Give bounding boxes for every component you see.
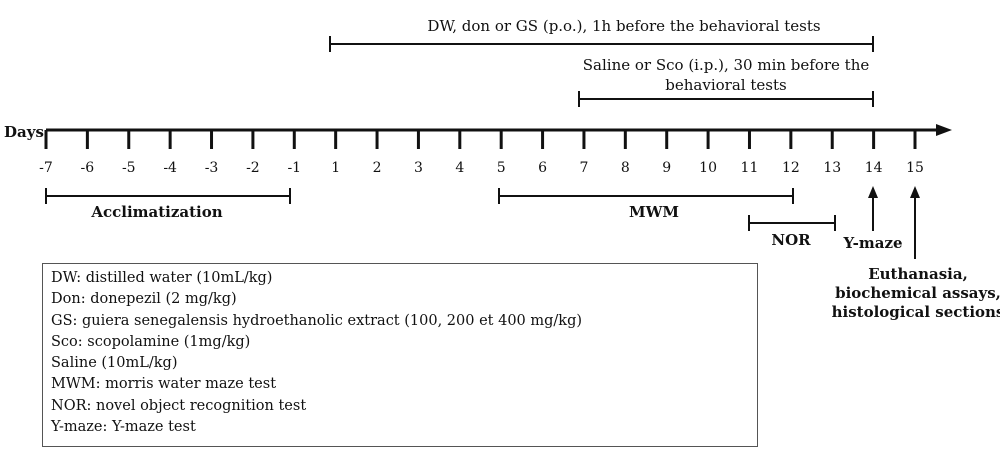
axis-tick-label: 15 — [906, 160, 924, 176]
abbreviation-legend: DW: distilled water (10mL/kg) Don: donep… — [42, 263, 758, 447]
axis-tick-label: 11 — [741, 160, 759, 176]
acclimatization-label: Acclimatization — [90, 203, 222, 221]
axis-tick-label: 12 — [782, 160, 800, 176]
axis-tick-label: 1 — [331, 160, 340, 176]
axis-tick-label: 2 — [373, 160, 382, 176]
axis-tick-label: 6 — [538, 160, 547, 176]
nor-label: NOR — [771, 231, 811, 249]
axis-tick-label: -2 — [246, 160, 260, 176]
period-mwm: MWM — [498, 188, 794, 221]
axis-tick-label: 7 — [579, 160, 588, 176]
up-arrow-icon — [868, 186, 878, 198]
period-nor: NOR — [748, 215, 836, 249]
treatment-dw-don-gs: DW, don or GS (p.o.), 1h before the beha… — [329, 17, 874, 52]
legend-item: DW: distilled water (10mL/kg) — [51, 270, 273, 286]
legend-item: MWM: morris water maze test — [51, 376, 277, 393]
legend-item: Sco: scopolamine (1mg/kg) — [51, 333, 251, 350]
legend-item: Saline (10mL/kg) — [51, 355, 178, 372]
axis-tick-label: 10 — [699, 160, 717, 176]
axis-label: Days — [4, 123, 44, 141]
treatment-sco-label-line2: behavioral tests — [665, 76, 786, 94]
axis-tick-label: -4 — [163, 160, 177, 176]
axis-tick-label: 9 — [662, 160, 671, 176]
axis-tick-label: -5 — [122, 160, 136, 176]
axis-tick-label: -7 — [39, 160, 53, 176]
axis-tick-label: 5 — [497, 160, 506, 176]
axis-tick-label: 13 — [823, 160, 841, 176]
legend-item: NOR: novel object recognition test — [51, 397, 307, 414]
legend-item: Y-maze: Y-maze test — [51, 419, 196, 436]
mwm-label: MWM — [629, 203, 679, 221]
legend-item: Don: donepezil (2 mg/kg) — [51, 291, 237, 308]
axis-tick-label: -1 — [287, 160, 301, 176]
axis-arrow-icon — [936, 124, 952, 136]
euthanasia-label-line2: biochemical assays, — [835, 284, 1000, 302]
marker-euthanasia: Euthanasia, biochemical assays, histolog… — [832, 186, 1000, 321]
axis-ticks: -7 -6 -5 -4 -3 -2 -1 1 2 3 4 5 6 7 8 9 10 11 12 13 14 15 — [39, 130, 924, 176]
euthanasia-label-line3: histological sections — [832, 303, 1000, 321]
axis-tick-label: -6 — [81, 160, 95, 176]
up-arrow-icon — [910, 186, 920, 198]
marker-y-maze: Y-maze — [842, 186, 903, 252]
treatment-sco-label-line1: Saline or Sco (i.p.), 30 min before the — [583, 56, 870, 74]
y-maze-label: Y-maze — [842, 234, 902, 252]
euthanasia-label-line1: Euthanasia, — [868, 265, 968, 283]
axis-tick-label: 14 — [865, 160, 883, 176]
axis-tick-label: 3 — [414, 160, 423, 176]
axis-tick-label: -3 — [205, 160, 219, 176]
legend-item: GS: guiera senegalensis hydroethanolic e… — [51, 312, 583, 329]
treatment-saline-sco: Saline or Sco (i.p.), 30 min before the … — [578, 56, 874, 107]
period-acclimatization: Acclimatization — [45, 188, 291, 221]
axis-tick-label: 8 — [621, 160, 630, 176]
treatment-dw-label: DW, don or GS (p.o.), 1h before the beha… — [427, 17, 820, 35]
axis-tick-label: 4 — [455, 160, 464, 176]
